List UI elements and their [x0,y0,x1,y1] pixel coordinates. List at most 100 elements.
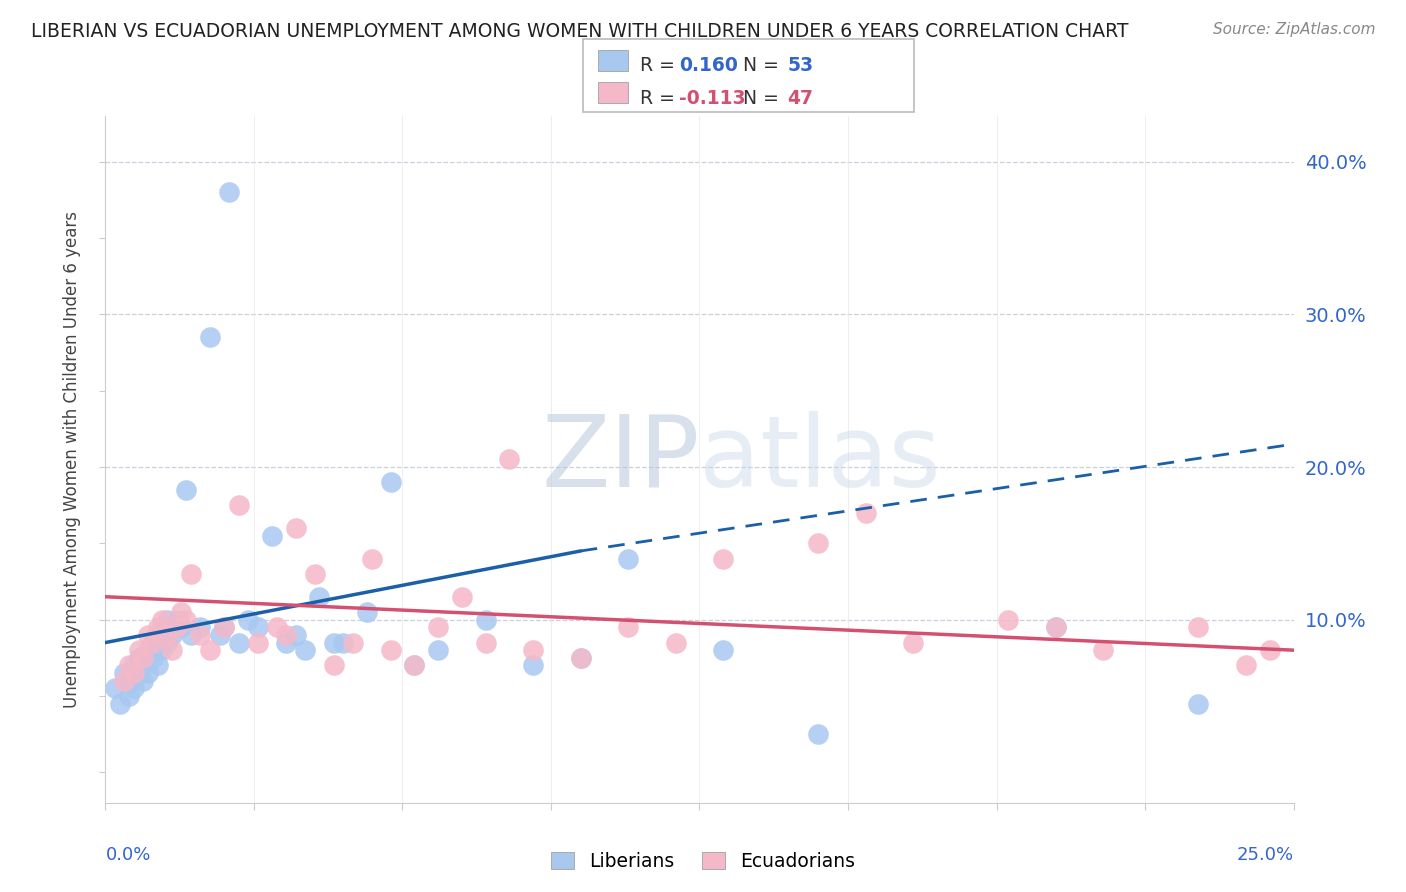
Point [1234,658,1257,673]
Point [284,521,307,535]
Point [380,643,402,657]
Point [246,620,269,634]
Text: LIBERIAN VS ECUADORIAN UNEMPLOYMENT AMONG WOMEN WITH CHILDREN UNDER 6 YEARS CORR: LIBERIAN VS ECUADORIAN UNEMPLOYMENT AMON… [31,22,1129,41]
Point [360,551,382,566]
Point [208,628,231,642]
Point [160,628,183,642]
Point [474,613,496,627]
Point [114,666,136,681]
Point [190,620,212,634]
Point [711,551,734,566]
Point [180,566,202,581]
Point [160,643,183,657]
Point [180,628,202,642]
Point [522,658,544,673]
Point [617,620,640,634]
Point [122,658,145,673]
Point [342,635,364,649]
Point [404,658,426,673]
Point [218,186,240,200]
Point [228,635,250,649]
Text: Source: ZipAtlas.com: Source: ZipAtlas.com [1212,22,1375,37]
Text: 47: 47 [787,88,813,108]
Point [903,635,925,649]
Point [356,605,378,619]
Point [304,566,326,581]
Point [142,650,165,665]
Point [132,673,155,688]
Point [132,658,155,673]
Text: N =: N = [731,55,785,75]
Point [170,605,193,619]
Legend: Liberians, Ecuadorians: Liberians, Ecuadorians [544,844,862,878]
Point [118,689,141,703]
Point [108,697,131,711]
Point [136,628,159,642]
Point [214,620,236,634]
Text: N =: N = [731,88,785,108]
Point [128,650,150,665]
Point [522,643,544,657]
Text: 53: 53 [787,55,814,75]
Point [498,452,520,467]
Text: atlas: atlas [700,411,941,508]
Point [118,658,141,673]
Point [569,650,592,665]
Point [284,628,307,642]
Point [156,635,179,649]
Point [214,620,236,634]
Point [1187,697,1209,711]
Point [1258,643,1281,657]
Point [142,635,165,649]
Point [450,590,472,604]
Point [166,613,188,627]
Point [142,635,165,649]
Text: R =: R = [640,55,681,75]
Point [114,673,136,688]
Point [122,681,145,696]
Point [198,330,221,344]
Text: R =: R = [640,88,681,108]
Point [132,650,155,665]
Point [156,613,179,627]
Point [174,483,197,497]
Text: 25.0%: 25.0% [1236,846,1294,863]
Point [128,643,150,657]
Point [427,620,450,634]
Point [170,620,193,634]
Point [404,658,426,673]
Point [274,635,297,649]
Point [146,628,169,642]
Point [665,635,688,649]
Point [104,681,127,696]
Point [260,529,283,543]
Y-axis label: Unemployment Among Women with Children Under 6 years: Unemployment Among Women with Children U… [63,211,82,708]
Point [166,620,188,634]
Point [1187,620,1209,634]
Point [156,628,179,642]
Point [136,666,159,681]
Point [190,628,212,642]
Point [1045,620,1067,634]
Point [617,551,640,566]
Point [711,643,734,657]
Point [274,628,297,642]
Point [380,475,402,490]
Point [1045,620,1067,634]
Point [152,643,174,657]
Point [198,643,221,657]
Text: -0.113: -0.113 [679,88,745,108]
Point [128,666,150,681]
Point [174,613,197,627]
Point [152,620,174,634]
Text: ZIP: ZIP [541,411,700,508]
Point [569,650,592,665]
Point [266,620,288,634]
Point [236,613,259,627]
Point [246,635,269,649]
Point [308,590,330,604]
Point [427,643,450,657]
Point [322,658,344,673]
Text: 0.0%: 0.0% [105,846,150,863]
Point [146,658,169,673]
